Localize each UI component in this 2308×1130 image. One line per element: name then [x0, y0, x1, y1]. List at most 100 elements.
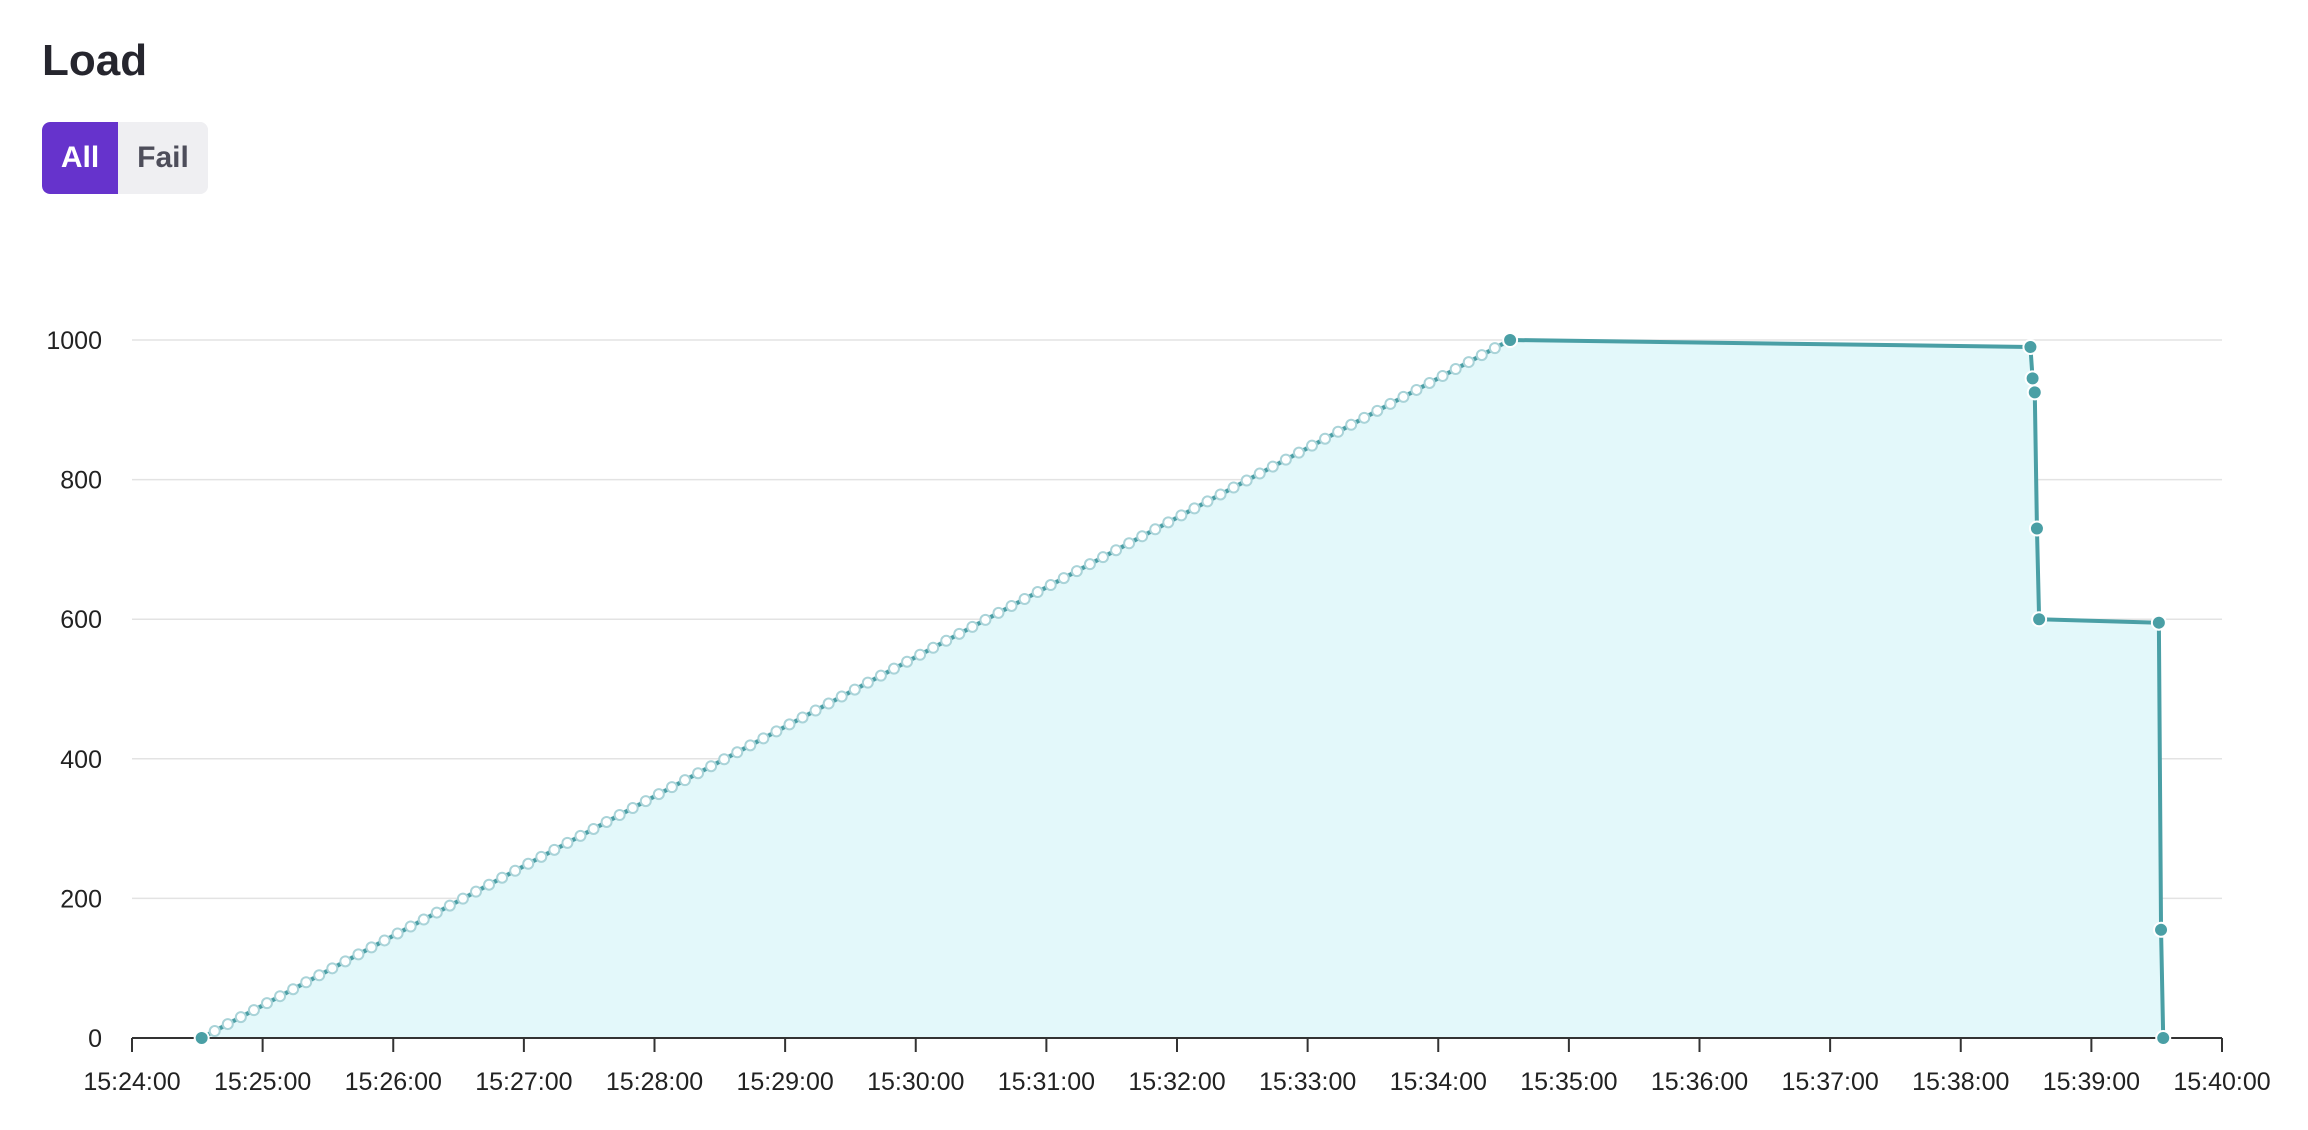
- ramp-point: [652, 788, 665, 801]
- ramp-point: [887, 662, 900, 675]
- ramp-point: [208, 1025, 221, 1038]
- x-tick-label: 15:28:00: [606, 1068, 703, 1096]
- ramp-point: [1162, 516, 1175, 529]
- ramp-point: [1227, 481, 1240, 494]
- y-tick-label: 800: [60, 467, 102, 495]
- ramp-point: [417, 913, 430, 926]
- ramp-point: [1266, 460, 1279, 473]
- data-point: 15:38:36 — 600: [2031, 611, 2048, 628]
- ramp-point: [509, 864, 522, 877]
- ramp-point: [469, 885, 482, 898]
- ramp-point: [600, 815, 613, 828]
- ramp-point: [731, 746, 744, 759]
- ramp-point: [1044, 579, 1057, 592]
- data-point: 15:39:33 — 0: [2155, 1030, 2172, 1046]
- data-point: 15:38:32 — 990: [2022, 338, 2039, 355]
- ramp-point: [953, 627, 966, 640]
- ramp-point: [1240, 474, 1253, 487]
- x-tick-label: 15:24:00: [83, 1068, 180, 1096]
- ramp-point: [247, 1004, 260, 1017]
- ramp-point: [561, 836, 574, 849]
- ramp-point: [914, 648, 927, 661]
- ramp-point: [1110, 544, 1123, 557]
- data-point: 15:39:31 — 595: [2150, 614, 2167, 631]
- ramp-point: [1292, 446, 1305, 459]
- ramp-point: [326, 962, 339, 975]
- ramp-point: [1305, 439, 1318, 452]
- ramp-point: [770, 725, 783, 738]
- ramp-point: [861, 676, 874, 689]
- ramp-point: [300, 976, 313, 989]
- ramp-point: [979, 613, 992, 626]
- ramp-point: [456, 892, 469, 905]
- ramp-point: [1449, 363, 1462, 376]
- ramp-point: [744, 739, 757, 752]
- ramp-point: [1384, 397, 1397, 410]
- ramp-point: [1345, 418, 1358, 431]
- ramp-point: [822, 697, 835, 710]
- data-point: 15:38:33 — 945: [2024, 370, 2041, 387]
- ramp-point: [1436, 370, 1449, 383]
- ramp-point: [757, 732, 770, 745]
- ramp-point: [1005, 599, 1018, 612]
- x-tick-label: 15:31:00: [998, 1068, 1095, 1096]
- x-tick-label: 15:29:00: [736, 1068, 833, 1096]
- x-tick-label: 15:37:00: [1781, 1068, 1878, 1096]
- ramp-point: [1397, 390, 1410, 403]
- ramp-point: [443, 899, 456, 912]
- ramp-point: [718, 753, 731, 766]
- ramp-point: [848, 683, 861, 696]
- ramp-point: [1057, 572, 1070, 585]
- filter-toggle: All Fail: [42, 122, 208, 194]
- data-point: 15:38:35 — 730: [2028, 520, 2045, 537]
- ramp-point: [365, 941, 378, 954]
- ramp-point: [705, 760, 718, 773]
- ramp-point: [613, 809, 626, 822]
- y-tick-label: 0: [88, 1025, 102, 1053]
- x-tick-label: 15:39:00: [2043, 1068, 2140, 1096]
- ramp-point: [260, 997, 273, 1010]
- ramp-point: [274, 990, 287, 1003]
- ramp-point: [1319, 432, 1332, 445]
- ramp-point: [404, 920, 417, 933]
- series-area: [201, 340, 2164, 1038]
- ramp-point: [483, 878, 496, 891]
- filter-all-button[interactable]: All: [42, 122, 118, 194]
- series-line: [200, 338, 2166, 1040]
- ramp-point: [548, 843, 561, 856]
- ramp-point: [287, 983, 300, 996]
- ramp-point: [1488, 342, 1501, 355]
- filter-fail-button[interactable]: Fail: [118, 122, 208, 194]
- x-tick-label: 15:30:00: [867, 1068, 964, 1096]
- x-tick-label: 15:33:00: [1259, 1068, 1356, 1096]
- x-tick-label: 15:32:00: [1128, 1068, 1225, 1096]
- x-tick-label: 15:26:00: [345, 1068, 442, 1096]
- ramp-point: [639, 795, 652, 808]
- ramp-point: [1358, 411, 1371, 424]
- ramp-point: [1423, 376, 1436, 389]
- ramp-point: [352, 948, 365, 961]
- ramp-point: [574, 829, 587, 842]
- ramp-point: [1083, 558, 1096, 571]
- ramp-point: [1253, 467, 1266, 480]
- data-point: 15:34:33 — 1000: [1502, 332, 1519, 348]
- y-tick-label: 1000: [46, 327, 102, 355]
- ramp-point: [430, 906, 443, 919]
- ramp-point: [1475, 349, 1488, 362]
- ramp-point: [1410, 383, 1423, 396]
- ramp-point: [992, 606, 1005, 619]
- ramp-point: [1175, 509, 1188, 522]
- ramp-point: [496, 871, 509, 884]
- ramp-point: [522, 857, 535, 870]
- ramp-point: [1201, 495, 1214, 508]
- ramp-point: [391, 927, 404, 940]
- x-tick-label: 15:38:00: [1912, 1068, 2009, 1096]
- data-point: 15:24:32 — 0: [193, 1030, 210, 1046]
- ramp-point: [940, 634, 953, 647]
- ramp-point: [1462, 356, 1475, 369]
- ramp-point: [1332, 425, 1345, 438]
- ramp-point: [966, 620, 979, 633]
- ramp-point: [234, 1011, 247, 1024]
- x-tick-label: 15:34:00: [1390, 1068, 1487, 1096]
- y-tick-label: 600: [60, 606, 102, 634]
